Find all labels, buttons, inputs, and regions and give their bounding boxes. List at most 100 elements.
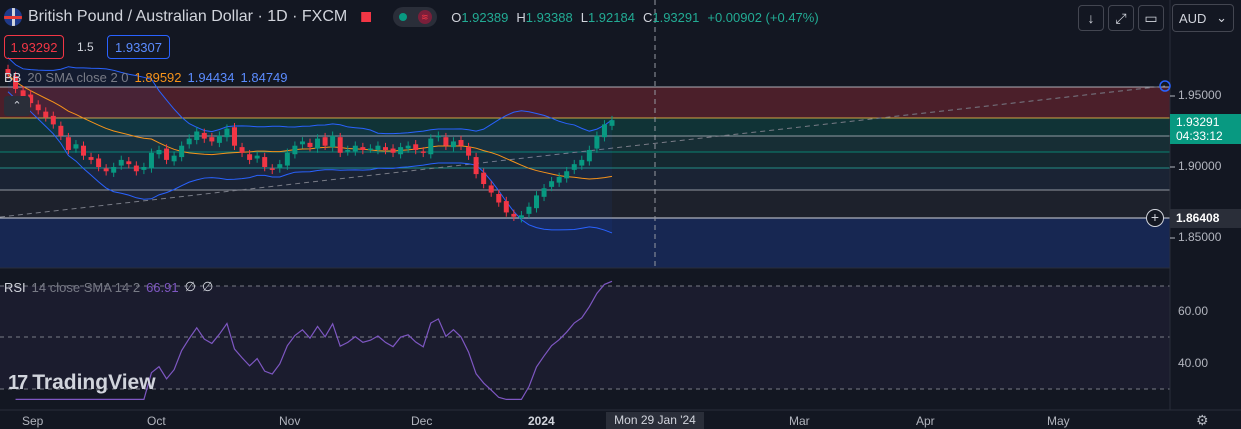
candle-body [254, 155, 260, 159]
candle-body [556, 176, 562, 183]
fib-zones [0, 87, 1170, 268]
symbol-header: British Pound / Australian Dollar · 1D ·… [0, 5, 819, 29]
candle-body [443, 137, 449, 146]
candle-body [186, 138, 192, 145]
tradingview-logo[interactable]: 17 TradingView [8, 371, 156, 395]
bb-basis-value: 1.89592 [134, 70, 182, 85]
fib-zone [0, 218, 1170, 268]
candle-body [209, 137, 215, 142]
buy-button[interactable]: 1.93307 [107, 35, 170, 59]
candle-body [405, 145, 411, 149]
candle-body [103, 168, 109, 172]
candle-body [518, 215, 524, 219]
add-alert-plus-icon[interactable]: + [1146, 209, 1164, 227]
candle-body [586, 149, 592, 162]
candle-body [96, 158, 102, 167]
rsi-value: 66.91 [146, 279, 179, 295]
time-label: Sep [22, 414, 44, 428]
bb-lower-value: 1.84749 [240, 70, 288, 85]
candle-body [594, 135, 600, 149]
price-tick-label: 1.95000 [1178, 88, 1222, 102]
candle-body [534, 195, 539, 209]
candle-body [232, 127, 237, 146]
time-label: Nov [279, 414, 301, 428]
market-closed-icon[interactable] [361, 12, 372, 22]
fib-zone [0, 152, 1170, 168]
download-icon[interactable]: ↓ [1078, 5, 1104, 31]
rsi-pane [0, 268, 1170, 410]
candle-body [428, 138, 434, 155]
candle-body [239, 147, 245, 153]
fib-levels [0, 86, 1170, 191]
collapse-legend-icon[interactable]: ⌃ [4, 96, 30, 116]
data-status-pill[interactable]: ≋ [393, 7, 438, 27]
crosshair-date-tag: Mon 29 Jan '24 [606, 412, 704, 429]
high-value: 1.93388 [525, 9, 573, 25]
candle-body [118, 159, 124, 166]
rsi-extra-value: ∅ [201, 279, 214, 294]
rsi-tick-label: 60.00 [1178, 304, 1209, 318]
candle-body [473, 157, 479, 175]
low-label: L [580, 9, 588, 25]
candle-body [383, 147, 388, 150]
candle-body [549, 181, 555, 187]
candle-body [194, 131, 200, 141]
candle-body [564, 171, 570, 179]
open-value: 1.92389 [461, 9, 509, 25]
last-price-value: 1.93291 [1176, 115, 1220, 129]
high-label: H [516, 9, 526, 25]
open-label: O [451, 9, 462, 25]
symbol-title[interactable]: British Pound / Australian Dollar · 1D ·… [28, 8, 348, 25]
candle-body [141, 167, 147, 170]
candle-body [292, 145, 298, 155]
candle-body [488, 185, 494, 193]
time-label: Apr [916, 414, 935, 428]
rsi-tick-label: 40.00 [1178, 356, 1209, 370]
candle-body [496, 193, 502, 203]
candle-body [307, 142, 313, 148]
candles [5, 64, 615, 223]
settings-gear-icon[interactable]: ⚙ [1196, 412, 1209, 428]
candle-body [148, 152, 154, 169]
candle-body [450, 141, 456, 148]
candle-body [571, 164, 577, 170]
time-label: 2024 [528, 414, 555, 428]
candle-body [609, 120, 615, 126]
gbp-aud-flag-icon [4, 8, 22, 26]
candle-body [579, 159, 585, 166]
crosshair-price-tag: 1.86408 [1170, 209, 1241, 228]
currency-label: AUD [1179, 10, 1207, 26]
maximize-icon[interactable]: ⤢ [1108, 5, 1134, 31]
candle-body [352, 145, 358, 152]
rsi-legend[interactable]: RSI 14 close SMA 14 2 66.91 ∅ ∅ [4, 279, 213, 295]
candle-body [367, 148, 373, 151]
candle-body [5, 69, 11, 75]
close-value: 1.93291 [652, 9, 700, 25]
bb-legend[interactable]: BB 20 SMA close 2 0 1.89592 1.94434 1.84… [4, 70, 288, 85]
low-value: 1.92184 [587, 9, 635, 25]
candle-body [315, 138, 321, 149]
candle-body [337, 137, 343, 153]
candle-body [330, 135, 336, 148]
candle-body [511, 213, 517, 217]
sell-button[interactable]: 1.93292 [4, 35, 64, 59]
candle-body [50, 115, 56, 125]
candle-body [466, 147, 472, 156]
screenshot-icon[interactable]: ▭ [1138, 5, 1164, 31]
candle-body [201, 132, 207, 139]
last-price-tag: 1.93291 04:33:12 [1170, 114, 1241, 144]
bb-upper-line [7, 57, 613, 135]
price-tick-label: 1.90000 [1178, 159, 1222, 173]
currency-select[interactable]: AUD ⌄ [1172, 4, 1234, 32]
candle-body [345, 149, 351, 152]
candle-body [458, 140, 464, 146]
candle-body [13, 76, 19, 89]
time-label: May [1047, 414, 1070, 428]
candle-body [277, 164, 283, 169]
candle-body [601, 124, 607, 138]
candle-body [284, 152, 290, 166]
candle-body [73, 144, 79, 149]
chevron-down-icon: ⌄ [1216, 10, 1227, 25]
ohlc-values: O1.92389 H1.93388 L1.92184 C1.93291 +0.0… [451, 10, 818, 25]
